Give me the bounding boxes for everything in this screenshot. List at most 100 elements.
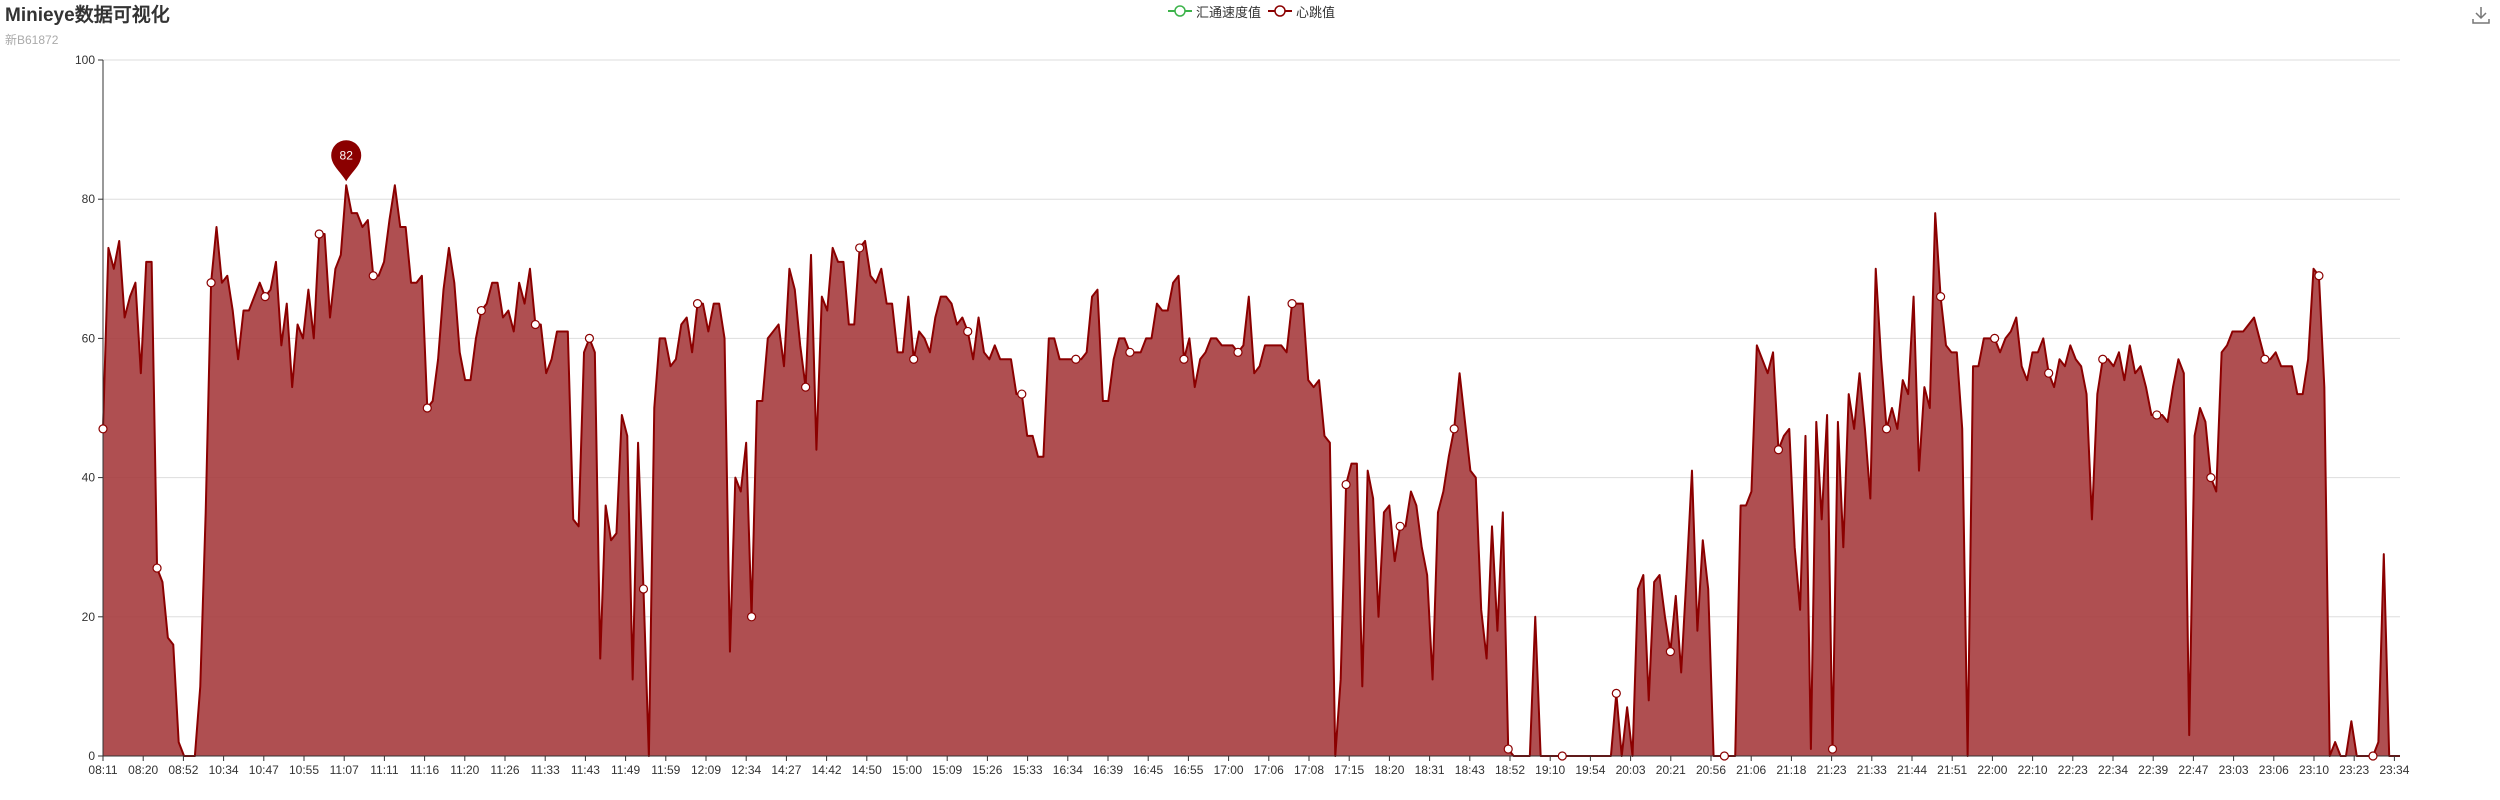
data-point[interactable] [2152, 410, 2162, 420]
x-tick-label: 11:49 [611, 763, 640, 777]
x-tick-label: 23:10 [2299, 763, 2329, 777]
data-point[interactable] [1719, 751, 1730, 761]
data-point[interactable] [584, 333, 595, 343]
data-point[interactable] [1665, 646, 1675, 657]
x-tick-label: 15:00 [892, 763, 922, 777]
data-point[interactable] [476, 305, 486, 316]
x-tick-label: 17:06 [1254, 763, 1284, 777]
y-tick-label: 60 [82, 331, 96, 345]
max-marker: 82 [331, 140, 362, 182]
data-point[interactable] [746, 612, 757, 622]
data-point[interactable] [1935, 292, 1946, 302]
x-tick-label: 23:34 [2379, 763, 2409, 777]
x-tick-label: 21:23 [1817, 763, 1847, 777]
x-tick-label: 10:47 [249, 763, 279, 777]
data-point[interactable] [1125, 347, 1135, 357]
x-tick-label: 18:31 [1415, 763, 1445, 777]
x-tick-label: 16:55 [1173, 763, 1203, 777]
series-area [102, 184, 2400, 757]
x-tick-label: 17:15 [1334, 763, 1364, 777]
data-point[interactable] [1990, 333, 2000, 343]
x-tick-label: 14:42 [812, 763, 842, 777]
legend-speed-symbol-icon [1168, 5, 1192, 17]
data-point[interactable] [2260, 354, 2270, 364]
data-point[interactable] [1503, 744, 1513, 754]
data-point[interactable] [692, 299, 703, 309]
max-marker-pin [331, 140, 362, 182]
data-point[interactable] [422, 403, 432, 413]
data-point[interactable] [963, 326, 973, 337]
data-point[interactable] [1017, 389, 1027, 399]
x-tick-labels: 08:11 08:20 08:52 10:34 10:47 10:55 11:07 11:11… [88, 756, 2410, 777]
data-point[interactable] [1341, 479, 1351, 490]
x-tick-label: 14:50 [852, 763, 882, 777]
x-tick-label: 22:39 [2138, 763, 2168, 777]
x-tick-label: 11:20 [450, 763, 479, 777]
data-point[interactable] [1071, 354, 1081, 364]
data-point[interactable] [1449, 424, 1459, 434]
data-point[interactable] [2314, 271, 2324, 281]
data-point[interactable] [1233, 347, 1243, 357]
data-point[interactable] [909, 354, 919, 364]
data-point[interactable] [152, 563, 162, 573]
x-tick-label: 23:23 [2339, 763, 2369, 777]
data-point[interactable] [1881, 424, 1892, 434]
data-point[interactable] [530, 319, 540, 330]
x-tick-label: 15:33 [1013, 763, 1043, 777]
data-point[interactable] [1827, 744, 1838, 754]
x-tick-label: 22:00 [1977, 763, 2007, 777]
data-point[interactable] [855, 243, 865, 253]
data-point[interactable] [314, 229, 324, 239]
x-tick-label: 11:07 [330, 763, 359, 777]
legend-item-speed[interactable]: 汇通速度值 [1168, 2, 1261, 20]
data-point[interactable] [2368, 751, 2378, 761]
x-tick-label: 17:00 [1214, 763, 1244, 777]
x-tick-label: 21:33 [1857, 763, 1887, 777]
x-tick-label: 12:34 [731, 763, 761, 777]
data-point[interactable] [1287, 299, 1297, 309]
data-point[interactable] [206, 278, 216, 288]
heart-series-line [102, 184, 2400, 757]
x-tick-label: 16:39 [1093, 763, 1123, 777]
data-point[interactable] [260, 292, 270, 302]
data-point[interactable] [1179, 354, 1189, 364]
legend-heart-symbol-icon [1268, 5, 1292, 17]
x-tick-label: 21:51 [1937, 763, 1967, 777]
data-point[interactable] [1395, 521, 1405, 531]
x-tick-label: 11:16 [410, 763, 439, 777]
download-button[interactable] [2470, 4, 2492, 26]
legend-item-heart[interactable]: 心跳值 [1268, 2, 1335, 20]
legend-speed-label: 汇通速度值 [1196, 4, 1262, 20]
x-tick-label: 20:56 [1696, 763, 1726, 777]
data-point[interactable] [1773, 445, 1784, 455]
x-tick-label: 11:11 [370, 763, 399, 777]
download-icon [2472, 7, 2490, 24]
legend: 汇通速度值 心跳值 [0, 0, 2500, 24]
x-tick-label: 10:55 [289, 763, 319, 777]
data-point[interactable] [801, 382, 811, 392]
x-tick-label: 18:20 [1374, 763, 1404, 777]
x-tick-label: 21:18 [1776, 763, 1806, 777]
x-tick-label: 19:54 [1575, 763, 1605, 777]
data-point[interactable] [638, 584, 649, 594]
heart-series-area [103, 185, 2400, 756]
x-tick-label: 14:27 [771, 763, 801, 777]
data-point[interactable] [2044, 368, 2054, 378]
x-tick-label: 21:06 [1736, 763, 1766, 777]
x-tick-label: 10:34 [209, 763, 239, 777]
y-tick-labels: 0 20 40 60 80 100 [75, 53, 103, 763]
x-tick-label: 23:06 [2259, 763, 2289, 777]
data-point[interactable] [368, 271, 378, 281]
data-point[interactable] [2206, 473, 2216, 483]
x-tick-label: 11:26 [490, 763, 519, 777]
data-point[interactable] [98, 424, 108, 434]
data-point[interactable] [2098, 354, 2108, 364]
data-point[interactable] [1611, 688, 1621, 698]
x-tick-label: 20:21 [1656, 763, 1686, 777]
y-tick-label: 0 [88, 749, 95, 763]
x-tick-label: 18:52 [1495, 763, 1525, 777]
x-tick-label: 11:59 [651, 763, 680, 777]
data-point[interactable] [1557, 751, 1567, 761]
